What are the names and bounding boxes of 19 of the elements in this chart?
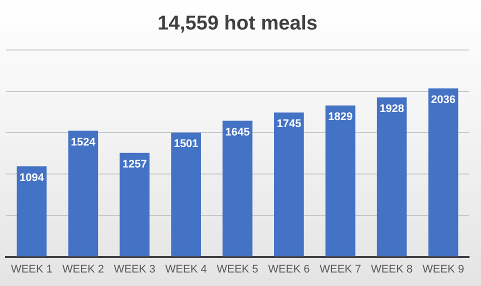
data-label: 1094	[19, 172, 45, 184]
x-tick-label: WEEK 2	[62, 263, 104, 276]
x-tick-label: WEEK 6	[268, 263, 310, 276]
chart-title: 14,559 hot meals	[157, 12, 318, 35]
x-tick-label: WEEK 7	[320, 263, 362, 276]
x-tick-label: WEEK 5	[216, 263, 258, 276]
x-tick-label: WEEK 8	[371, 263, 413, 276]
data-label: 1645	[225, 126, 250, 138]
x-tick-label: WEEK 1	[10, 263, 53, 276]
x-tick-label: WEEK 3	[114, 263, 156, 276]
data-label: 1829	[328, 111, 353, 124]
data-label: 1257	[122, 158, 147, 170]
x-tick-label: WEEK 9	[422, 263, 464, 276]
data-label: 1928	[380, 102, 404, 115]
x-tick-label: WEEK 4	[165, 263, 207, 276]
data-label: 1524	[70, 136, 96, 148]
data-label: 2036	[431, 94, 456, 106]
data-label: 1745	[276, 118, 302, 130]
data-label: 1501	[174, 138, 198, 150]
